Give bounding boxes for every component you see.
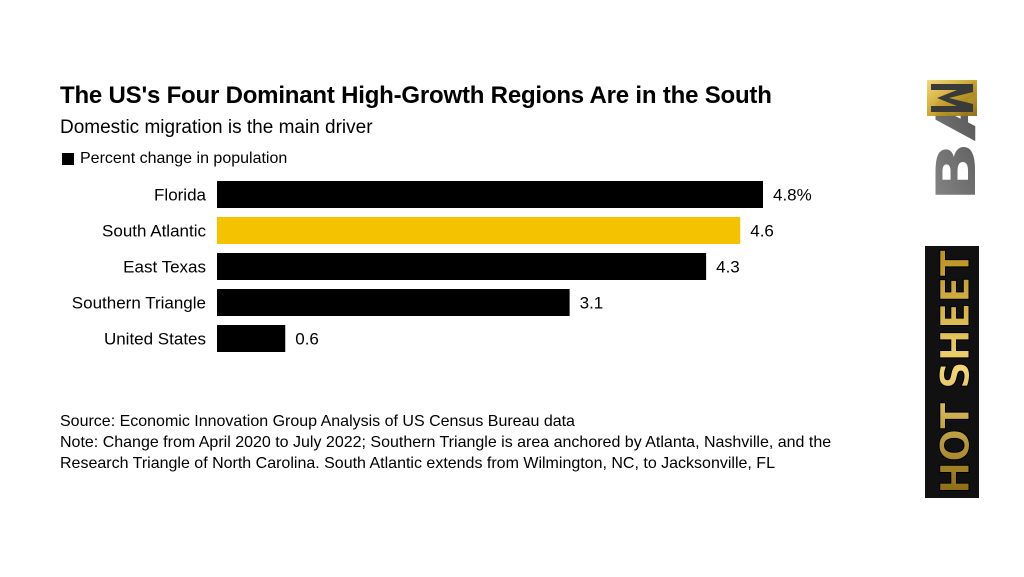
bar-united-states <box>217 325 286 352</box>
chart-subtitle: Domestic migration is the main driver <box>60 117 373 138</box>
bar-south-atlantic <box>217 217 741 244</box>
legend: Percent change in population <box>62 150 287 168</box>
footnote: Source: Economic Innovation Group Analys… <box>60 411 860 474</box>
hot-sheet-logo: HOT SHEET <box>925 246 979 498</box>
category-label: Southern Triangle <box>72 294 206 313</box>
bam-logo: BA <box>925 80 979 202</box>
value-label: 4.6 <box>750 222 774 241</box>
bar-chart: Florida 4.8% South Atlantic 4.6 East Texas 4.… <box>72 181 812 352</box>
value-label: 0.6 <box>295 330 319 349</box>
value-label: 3.1 <box>580 294 604 313</box>
source-text: Source: Economic Innovation Group Analys… <box>60 413 575 430</box>
bar-east-texas <box>217 253 707 280</box>
legend-swatch <box>62 153 74 165</box>
bar-southern-triangle <box>217 289 570 316</box>
category-label: Florida <box>154 186 207 205</box>
value-label: 4.8% <box>773 186 812 205</box>
value-label: 4.3 <box>716 258 740 277</box>
svg-text:HOT SHEET: HOT SHEET <box>933 249 979 494</box>
category-label: South Atlantic <box>102 222 206 241</box>
category-label: United States <box>104 330 206 349</box>
chart-title: The US's Four Dominant High-Growth Regio… <box>60 82 772 109</box>
category-label: East Texas <box>123 258 206 277</box>
note-text: Note: Change from April 2020 to July 202… <box>60 434 832 472</box>
legend-label: Percent change in population <box>80 150 288 167</box>
bar-florida <box>217 181 763 208</box>
